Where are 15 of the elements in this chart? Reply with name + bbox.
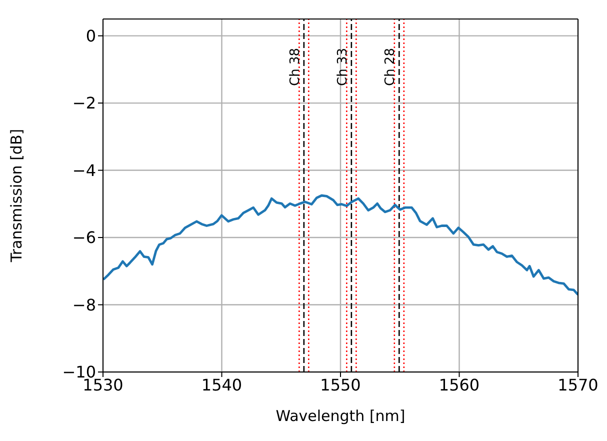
y-tick-label: −2	[72, 94, 96, 113]
y-axis-title: Transmission [dB]	[7, 128, 26, 264]
x-tick-label: 1540	[201, 375, 242, 394]
x-tick-label: 1570	[558, 375, 598, 394]
y-tick-label: −6	[72, 228, 96, 248]
ref-line-label: Ch 38	[288, 48, 303, 86]
ref-line-label: Ch 28	[383, 48, 398, 86]
y-tick-label: −4	[72, 160, 96, 180]
x-axis-title: Wavelength [nm]	[276, 407, 406, 425]
y-tick-label: 0	[86, 26, 96, 46]
y-tick-label: −8	[72, 295, 96, 314]
x-tick-label: 1560	[438, 375, 480, 394]
ref-line-label: Ch 33	[335, 48, 350, 86]
line-series	[103, 194, 578, 296]
x-tick-label: 1550	[320, 375, 361, 394]
